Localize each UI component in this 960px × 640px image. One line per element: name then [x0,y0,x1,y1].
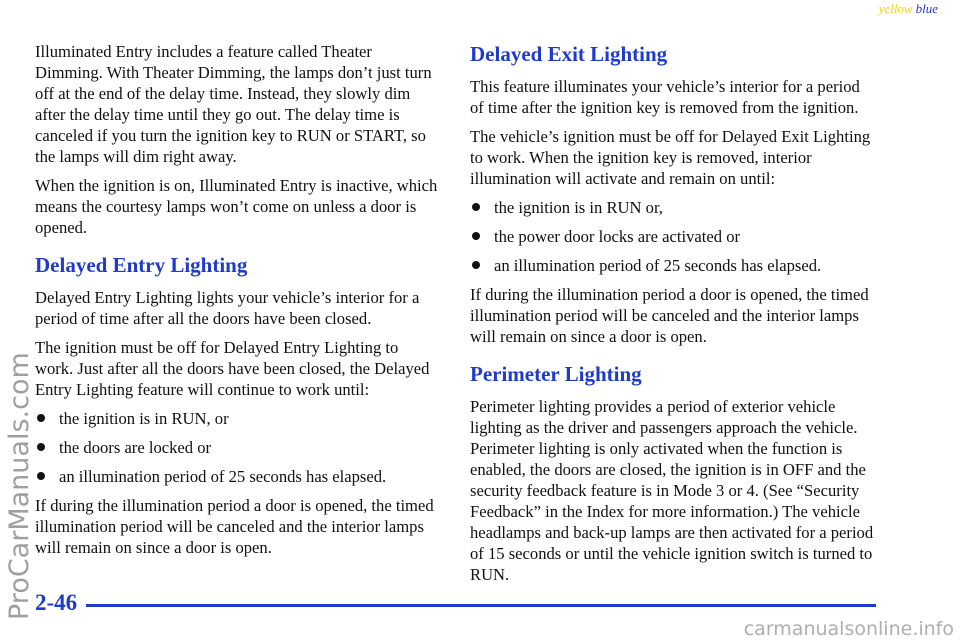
tag-yellow: yellow [878,1,913,16]
tag-blue: blue [915,1,938,16]
color-tag: yellow blue [879,1,938,17]
paragraph: The ignition must be off for Delayed Ent… [35,338,430,399]
bullet: the ignition is in RUN or, [470,197,874,218]
watermark-bottom: carmanualsonline.info [743,618,954,640]
paragraph: Delayed Entry Lighting lights your vehic… [35,288,420,328]
section-heading: Delayed Exit Lighting [470,42,668,66]
section-heading: Delayed Entry Lighting [35,253,248,277]
paragraph: Perimeter lighting provides a period of … [470,397,874,584]
bullet-list: the ignition is in RUN or, the power doo… [470,197,874,276]
bullet: the ignition is in RUN, or [35,408,439,429]
bullet: an illumination period of 25 seconds has… [470,255,874,276]
paragraph: If during the illumination period a door… [470,285,869,346]
section-heading: Perimeter Lighting [470,362,642,386]
right-column: Delayed Exit Lighting This feature illum… [470,41,874,593]
footer-rule [86,604,876,607]
paragraph: The vehicle’s ignition must be off for D… [470,127,871,188]
page-number: 2-46 [35,590,78,615]
paragraph: If during the illumination period a door… [35,496,434,557]
paragraph: This feature illuminates your vehicle’s … [470,77,860,117]
paragraph: When the ignition is on, Illuminated Ent… [35,176,438,237]
watermark-side: ProCarManuals.com [4,352,35,620]
bullet: the doors are locked or [35,437,439,458]
bullet: an illumination period of 25 seconds has… [35,466,439,487]
left-column: Illuminated Entry includes a feature cal… [35,41,439,566]
bullet: the power door locks are activated or [470,226,874,247]
paragraph: Illuminated Entry includes a feature cal… [35,42,432,166]
bullet-list: the ignition is in RUN, or the doors are… [35,408,439,487]
